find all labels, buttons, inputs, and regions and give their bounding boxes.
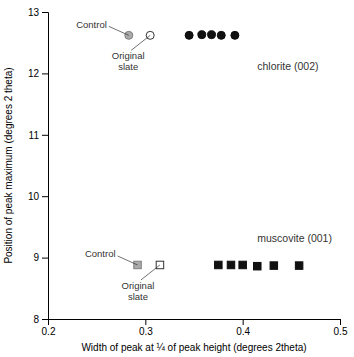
annotation: Originalslate [112,50,145,72]
tick-label: 8 [33,314,39,325]
annotation: Originalslate [122,280,155,302]
tick: 8 [33,314,48,325]
tick: 12 [28,68,48,79]
tick-mark [340,319,341,325]
plot-area: 0.2 0.3 0.4 0.5 8 9 10 11 12 13 chlorite (002) musc… [28,7,348,337]
tick-mark [42,196,48,197]
tick-label: 0.4 [236,326,250,337]
point [270,262,278,270]
y-axis-title: Position of peak maximum (degrees 2 thet… [3,67,14,263]
axis-line [49,320,341,326]
series [215,261,303,270]
point [227,261,235,269]
tick-mark [42,135,48,136]
tick-label: 0.2 [42,326,56,337]
tick-label: 10 [28,191,40,202]
mineral-label: muscovite (001) [257,232,332,244]
annotation: Control [76,19,107,30]
leader-line [118,256,138,265]
tick: 9 [33,252,48,263]
point [295,262,303,270]
tick: 0.2 [42,319,56,337]
point [185,31,193,39]
series [185,31,239,40]
tick: 11 [29,130,48,141]
tick-label: 0.5 [334,326,348,337]
tick-mark [243,319,244,325]
texts: chlorite (002) muscovite (001) Control Orig… [76,19,332,302]
x-axis-title: Width of peak at ¼ of peak height (degre… [81,342,306,353]
point [239,261,247,269]
tick: 0.5 [334,319,348,337]
tick-mark [42,73,48,74]
tick-mark [145,319,146,325]
tick-mark [42,258,48,259]
x-axis: 0.2 0.3 0.4 0.5 [42,319,348,337]
point [215,261,223,269]
tick: 10 [28,191,48,202]
chart: 0.2 0.3 0.4 0.5 8 9 10 11 12 13 chlorite (002) musc… [0,0,354,357]
leader-line [131,35,150,50]
tick-label: 9 [33,252,39,263]
tick: 0.4 [236,319,250,337]
mineral-label: chlorite (002) [257,60,318,72]
axis-line [42,13,49,320]
tick: 0.3 [139,319,153,337]
point [217,31,225,39]
tick-label: 11 [29,130,40,141]
tick-label: 12 [28,68,40,79]
tick-mark [42,12,48,13]
tick-label: 13 [28,7,40,18]
tick: 13 [28,7,48,18]
point [198,31,206,39]
point [208,31,216,39]
leader-line [141,265,160,280]
point [254,262,262,270]
tick-mark [42,319,48,320]
point [231,31,239,39]
y-axis: 8 9 10 11 12 13 [28,7,49,325]
leader-line [109,26,129,35]
tick-label: 0.3 [139,326,153,337]
annotation: Control [85,248,116,259]
